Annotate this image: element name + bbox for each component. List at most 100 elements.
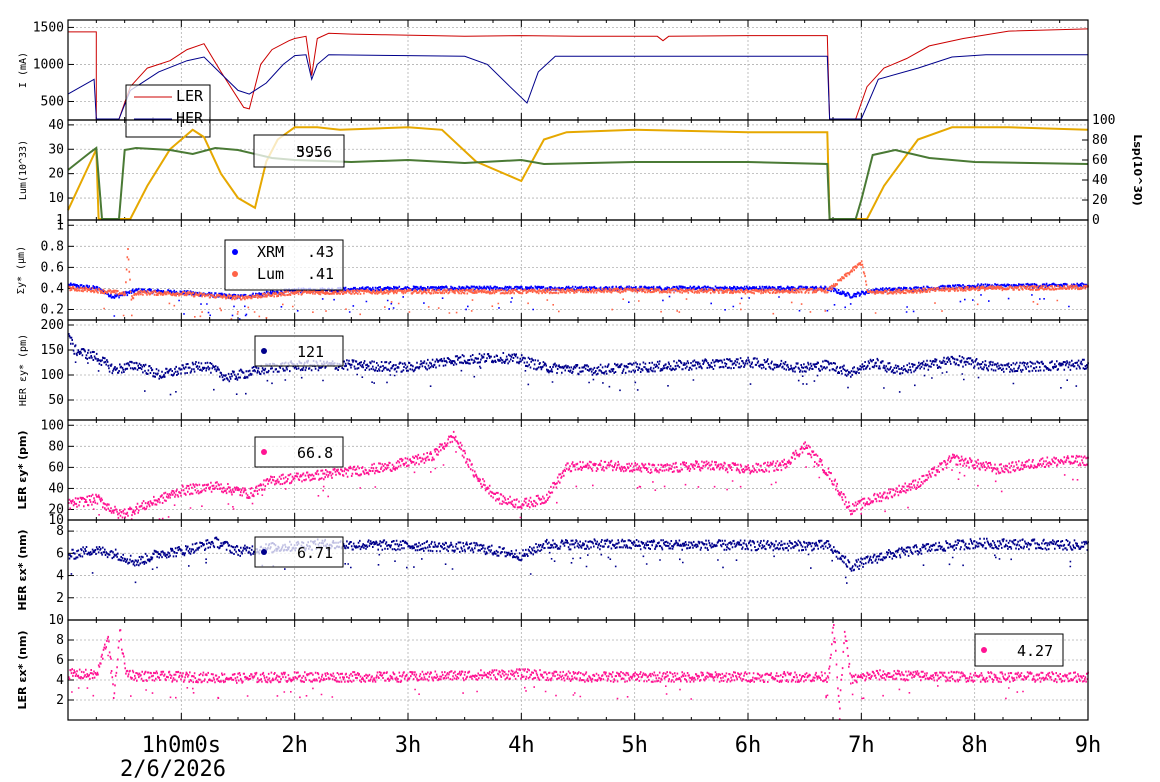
y-axis-title: Lum(10^33) <box>18 140 29 200</box>
right-y-tick-label: 60 <box>1092 153 1108 168</box>
series-outliers-her_emit_y-0 <box>74 361 1078 396</box>
y-axis-title: I (mA) <box>18 52 29 88</box>
y-tick-label: 100 <box>41 418 64 433</box>
legend-box <box>125 84 211 138</box>
panel-beamsize: 0.2 0.4 0.6 0.8 1 Σy* (µm) XRM .43 Lum .41 <box>16 218 1089 321</box>
panel-frame <box>67 619 1089 721</box>
y-axis-title: LER εx* (nm) <box>16 631 29 710</box>
series-line-her <box>67 54 1088 120</box>
legend-box <box>253 134 345 168</box>
y-tick-label: 1 <box>56 218 64 233</box>
legend-value: 6.71 <box>297 544 333 562</box>
y-tick-label: 80 <box>48 439 64 454</box>
x-tick-label-4: 4h <box>508 733 535 758</box>
series-trace-her_emit_x-0 <box>68 536 1089 572</box>
legend-marker <box>261 549 267 555</box>
y-tick-label: 0.4 <box>41 281 65 296</box>
y-tick-label: 8 <box>56 633 64 648</box>
y-tick-label: 6 <box>56 546 64 561</box>
legend-value: 5.5 <box>296 143 323 161</box>
y-tick-label: 10 <box>48 191 64 206</box>
y-tick-label: 0.2 <box>41 302 64 317</box>
x-axis: 2/6/2026 1h0m0s 2h 3h 4h 5h 6h 7h 8h 9h <box>120 733 1101 782</box>
x-tick-label-9: 9h <box>1075 733 1102 758</box>
series-trace-beamsize-1 <box>68 248 1089 301</box>
y-tick-label: 40 <box>48 481 64 496</box>
right-y-tick-label: 20 <box>1092 193 1108 208</box>
y-tick-label: 10 <box>48 613 64 628</box>
x-tick-label-8: 8h <box>961 733 988 758</box>
y-tick-label: 60 <box>48 460 64 475</box>
panel-frame <box>67 19 1089 121</box>
legend-box <box>224 239 344 291</box>
y-tick-label: 20 <box>48 502 64 517</box>
panel-her_emit_y: 50 100 150 200 HER εy* (pm) 121 <box>18 318 1089 421</box>
x-tick-label-1: 1h0m0s <box>142 733 221 758</box>
legend-label-her: HER <box>176 109 204 127</box>
legend-marker <box>261 449 267 455</box>
legend-value-xrm: .43 <box>307 243 334 261</box>
y-tick-label: 8 <box>56 524 64 539</box>
x-tick-label-3: 3h <box>395 733 422 758</box>
y-tick-label: 200 <box>41 318 64 333</box>
panel-frame <box>67 519 1089 621</box>
legend-value: 121 <box>297 343 324 361</box>
x-tick-label-6: 6h <box>735 733 762 758</box>
panel-her_emit_x: 2 4 6 8 HER εx* (nm) 6.71 <box>16 519 1089 621</box>
legend-value-lum: .41 <box>307 265 334 283</box>
y-tick-label: 0.8 <box>41 239 64 254</box>
legend-label-xrm: XRM <box>257 243 284 261</box>
series-line-ler <box>68 28 1089 120</box>
series-line-lsp <box>67 146 1089 220</box>
panel-ler_emit_x: 2 4 6 8 10 LER εx* (nm) 4.27 <box>16 613 1089 721</box>
series-outliers-ler_emit_x-0 <box>71 640 1024 720</box>
legend-box <box>974 633 1064 667</box>
legend-marker <box>261 348 267 354</box>
series-trace-her_emit_y-0 <box>68 333 1089 383</box>
y-axis-title: HER εx* (nm) <box>16 529 29 610</box>
x-tick-label-2: 2h <box>281 733 308 758</box>
y-tick-label: 30 <box>48 142 64 157</box>
legend-box <box>254 536 344 568</box>
legend-label-lum: Lum <box>257 265 284 283</box>
legend-value: 39.6 <box>296 143 332 161</box>
y-tick-label: 1000 <box>33 57 64 72</box>
series-outliers-ler_emit_y-0 <box>92 451 1079 520</box>
y-tick-label: 4 <box>56 569 64 584</box>
y-tick-label: 10 <box>48 513 64 528</box>
legend-box <box>254 436 344 468</box>
series-trace-ler_emit_y-0 <box>68 430 1089 519</box>
y-axis-title: Σy* (µm) <box>16 246 27 294</box>
legend-marker-xrm <box>232 249 238 255</box>
panel-frame <box>67 219 1089 321</box>
panel-frame <box>67 119 1089 221</box>
y-tick-label: 50 <box>48 393 64 408</box>
y-tick-label: 2 <box>56 591 64 606</box>
right-y-axis-title: Lsp(10^30) <box>1131 134 1144 205</box>
y-axis-title: LER εy* (pm) <box>16 430 29 509</box>
series-trace-ler_emit_x-0 <box>68 624 1089 710</box>
series-line-lum <box>67 126 1089 220</box>
y-tick-label: 20 <box>48 167 64 182</box>
x-tick-label-7: 7h <box>848 733 875 758</box>
x-tick-label-5: 5h <box>621 733 648 758</box>
y-tick-label: 2 <box>56 693 64 708</box>
series-outliers-beamsize-1 <box>103 298 1059 320</box>
y-tick-label: 4 <box>56 673 64 688</box>
y-tick-label: 6 <box>56 653 64 668</box>
legend-marker-lum <box>232 271 238 277</box>
right-y-tick-label: 80 <box>1092 133 1108 148</box>
y-tick-label: 40 <box>48 118 64 133</box>
series-outliers-her_emit_x-0 <box>70 551 1072 584</box>
legend-value: 4.27 <box>1017 642 1053 660</box>
legend-value: 66.8 <box>297 444 333 462</box>
panel-frame <box>67 319 1089 421</box>
x-axis-date-label: 2/6/2026 <box>120 757 226 782</box>
right-y-tick-label: 0 <box>1092 213 1100 228</box>
series-outliers-beamsize-0 <box>113 294 1070 320</box>
right-y-tick-label: 100 <box>1092 113 1115 128</box>
right-y-tick-label: 40 <box>1092 173 1108 188</box>
y-tick-label: 150 <box>41 343 64 358</box>
